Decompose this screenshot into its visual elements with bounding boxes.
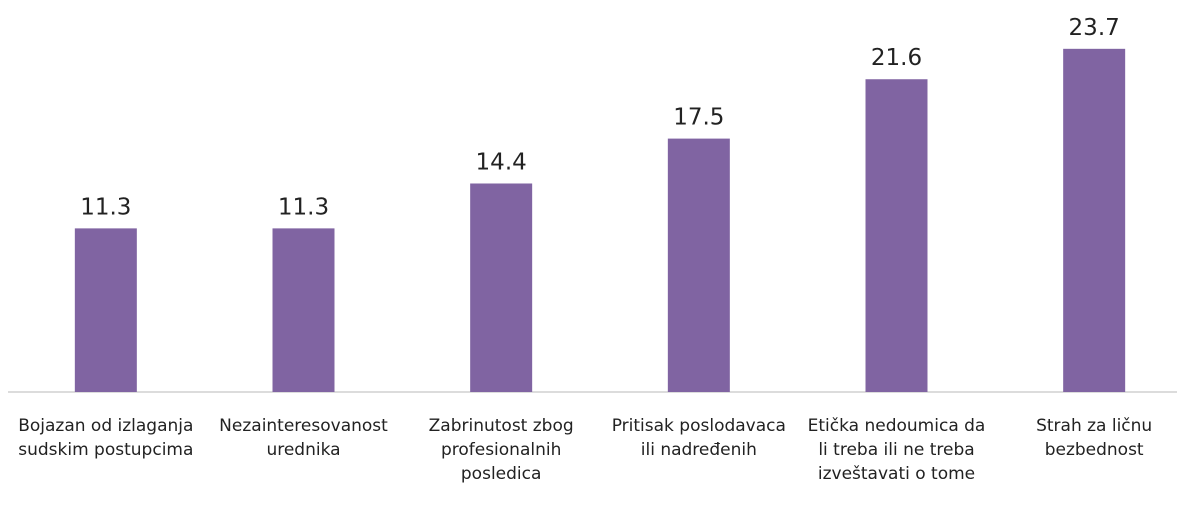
- bar: [667, 138, 730, 392]
- value-label: 17.5: [673, 105, 724, 131]
- value-label: 21.6: [871, 45, 922, 71]
- bar: [74, 228, 137, 392]
- value-label: 11.3: [80, 194, 131, 220]
- bar: [470, 183, 533, 392]
- x-tick-label: Strah za ličnu bezbednost: [1036, 416, 1153, 460]
- value-label: 11.3: [278, 194, 329, 220]
- bar: [1063, 48, 1126, 392]
- x-tick-label: Bojazan od izlaganja sudskim postupcima: [18, 416, 194, 460]
- x-tick-label: Pritisak poslodavaca ili nadređenih: [611, 416, 786, 460]
- value-label: 23.7: [1069, 15, 1120, 41]
- value-label: 14.4: [476, 149, 527, 175]
- x-tick-label: Nezainteresovanost urednika: [219, 416, 388, 460]
- x-tick-label: Etička nedoumica da li treba ili ne treb…: [807, 416, 986, 484]
- x-tick-label: Zabrinutost zbog profesionalnih posledic…: [428, 416, 574, 484]
- bar: [272, 228, 335, 392]
- bar: [865, 79, 928, 393]
